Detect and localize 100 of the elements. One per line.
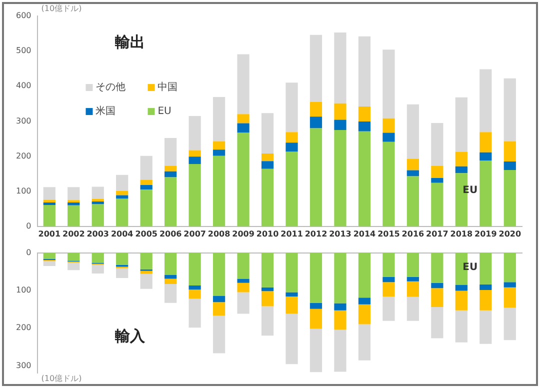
bar xyxy=(237,54,250,114)
bar xyxy=(382,142,395,226)
bar xyxy=(237,252,250,279)
bar xyxy=(261,252,274,288)
bar xyxy=(261,306,274,336)
bar xyxy=(140,252,152,270)
bar xyxy=(406,158,419,170)
bar xyxy=(116,252,128,265)
bar xyxy=(43,261,56,266)
bar xyxy=(116,174,128,191)
y-tick-label: 100 xyxy=(16,286,32,295)
bar xyxy=(406,170,419,176)
y-tick-label: 200 xyxy=(16,323,32,332)
bar xyxy=(334,310,346,330)
bar xyxy=(382,50,395,118)
bar xyxy=(334,130,346,226)
bar xyxy=(43,205,56,226)
x-tick-label: 2013 xyxy=(329,229,352,238)
bar xyxy=(382,296,395,321)
bar xyxy=(406,252,419,277)
bar xyxy=(431,282,444,288)
bar xyxy=(358,324,371,360)
bar xyxy=(480,132,492,152)
bar xyxy=(504,162,516,170)
bar xyxy=(455,290,468,310)
legend-label: 米国 xyxy=(96,105,116,118)
bar xyxy=(68,200,80,203)
bar xyxy=(237,114,250,124)
bar xyxy=(334,252,346,304)
bar xyxy=(164,278,177,284)
bar xyxy=(504,252,516,282)
bar xyxy=(92,202,104,204)
x-tick-label: 2020 xyxy=(498,229,522,238)
bar xyxy=(212,141,226,150)
bar xyxy=(237,278,250,283)
bar xyxy=(504,282,516,288)
bar xyxy=(164,252,177,275)
text: 輸入 xyxy=(114,326,146,345)
bar xyxy=(334,330,346,372)
bar xyxy=(92,264,104,274)
bar xyxy=(140,180,152,186)
bar xyxy=(455,97,468,152)
bar xyxy=(92,186,104,200)
bar xyxy=(504,170,516,226)
bar xyxy=(334,303,346,310)
bar xyxy=(455,310,468,342)
bar xyxy=(261,291,274,306)
bar xyxy=(116,190,128,196)
bar xyxy=(310,328,322,372)
bar xyxy=(261,287,274,292)
bar xyxy=(480,310,492,344)
bar xyxy=(188,290,201,299)
bar xyxy=(310,128,322,226)
y-tick-label: 100 xyxy=(16,186,32,196)
text: 輸出 xyxy=(114,33,145,52)
bar xyxy=(504,78,516,142)
bar xyxy=(455,166,468,174)
bar xyxy=(334,120,346,130)
bar xyxy=(406,276,419,282)
x-tick-label: 2010 xyxy=(256,229,280,238)
bar xyxy=(431,166,444,178)
bar xyxy=(188,298,201,328)
x-tick-label: 2018 xyxy=(450,229,473,238)
bar xyxy=(406,176,419,226)
bar xyxy=(286,132,298,143)
bar xyxy=(504,308,516,340)
x-tick-label: 2019 xyxy=(474,229,498,238)
bar xyxy=(261,113,274,154)
bar xyxy=(212,252,226,296)
bar xyxy=(212,296,226,302)
bar xyxy=(237,132,250,226)
bar xyxy=(140,190,152,226)
bar xyxy=(140,156,152,180)
bar xyxy=(358,298,371,304)
bar xyxy=(43,187,56,200)
bar xyxy=(334,103,346,120)
bar xyxy=(334,32,346,104)
bar xyxy=(431,288,444,307)
legend-label: 中国 xyxy=(158,81,178,94)
bar xyxy=(164,284,177,303)
bar xyxy=(188,286,201,290)
bar xyxy=(431,178,444,183)
bar xyxy=(358,252,371,298)
x-tick-label: 2014 xyxy=(353,229,376,238)
y-tick-label: 300 xyxy=(16,360,32,370)
x-tick-label: 2017 xyxy=(426,229,448,238)
bar xyxy=(406,104,419,159)
bar xyxy=(358,304,371,324)
bar xyxy=(455,152,468,166)
x-tick-label: 2003 xyxy=(86,229,109,238)
y-tick-label: 500 xyxy=(16,46,32,56)
bar xyxy=(68,187,80,200)
bar xyxy=(212,156,226,226)
x-tick-label: 2008 xyxy=(208,229,231,238)
bar xyxy=(480,252,492,284)
bar xyxy=(286,142,298,152)
bar xyxy=(480,160,492,226)
bar xyxy=(310,116,322,128)
bar xyxy=(212,316,226,354)
x-tick-label: 2012 xyxy=(304,229,328,238)
